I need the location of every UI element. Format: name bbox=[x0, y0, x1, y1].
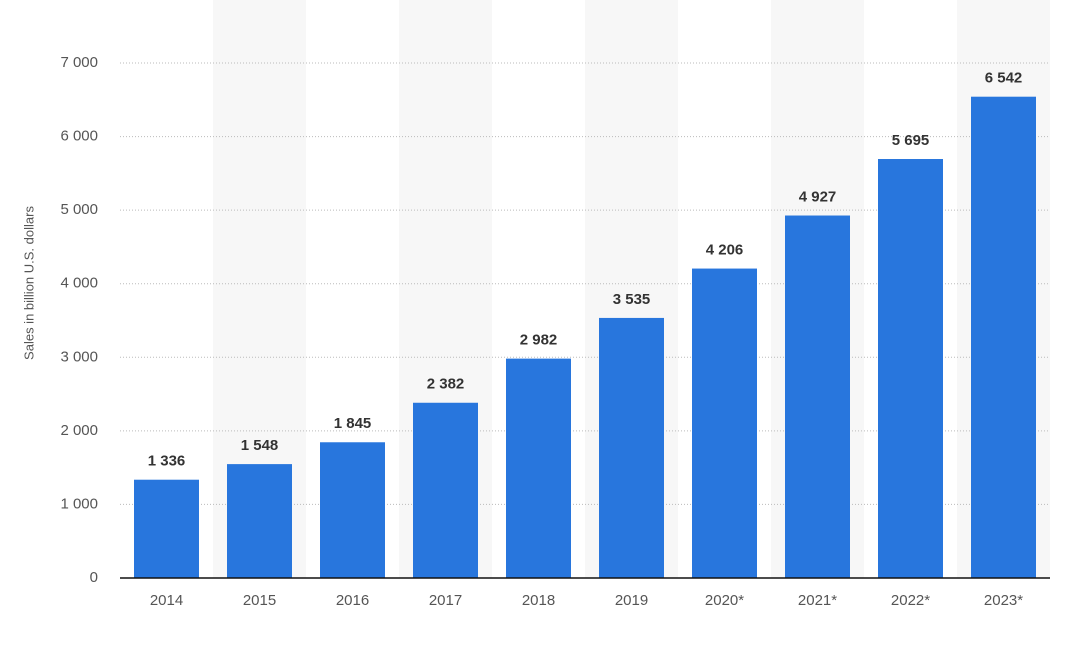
bar bbox=[971, 96, 1036, 579]
x-tick-label: 2023* bbox=[984, 592, 1023, 609]
value-label: 1 548 bbox=[241, 437, 279, 454]
bar bbox=[878, 159, 943, 578]
x-tick-label: 2022* bbox=[891, 592, 930, 609]
bar bbox=[413, 402, 478, 578]
bar bbox=[692, 268, 757, 578]
bar bbox=[785, 215, 850, 579]
value-label: 3 535 bbox=[613, 291, 651, 308]
x-tick-label: 2017 bbox=[429, 592, 462, 609]
y-tick-label: 7 000 bbox=[60, 54, 98, 71]
x-tick-label: 2021* bbox=[798, 592, 837, 609]
value-label: 6 542 bbox=[985, 70, 1023, 87]
value-label: 1 845 bbox=[334, 415, 372, 432]
bar bbox=[599, 317, 664, 578]
value-label: 4 927 bbox=[799, 188, 837, 205]
x-tick-label: 2015 bbox=[243, 592, 276, 609]
y-tick-label: 4 000 bbox=[60, 275, 98, 292]
value-label: 5 695 bbox=[892, 132, 930, 149]
bar bbox=[227, 464, 292, 578]
value-label: 1 336 bbox=[148, 453, 186, 470]
value-label: 4 206 bbox=[706, 242, 744, 259]
y-axis-label: Sales in billion U.S. dollars bbox=[21, 206, 36, 360]
y-tick-label: 6 000 bbox=[60, 128, 98, 145]
bar bbox=[320, 442, 385, 578]
x-tick-label: 2020* bbox=[705, 592, 744, 609]
y-tick-label: 3 000 bbox=[60, 348, 98, 365]
y-tick-label: 1 000 bbox=[60, 495, 98, 512]
bar bbox=[506, 358, 571, 578]
value-label: 2 982 bbox=[520, 332, 558, 349]
bar bbox=[134, 479, 199, 578]
x-tick-label: 2014 bbox=[150, 592, 183, 609]
y-tick-label: 2 000 bbox=[60, 422, 98, 439]
x-tick-label: 2019 bbox=[615, 592, 648, 609]
x-tick-label: 2018 bbox=[522, 592, 555, 609]
y-tick-label: 5 000 bbox=[60, 201, 98, 218]
x-tick-label: 2016 bbox=[336, 592, 369, 609]
value-label: 2 382 bbox=[427, 376, 465, 393]
y-tick-label: 0 bbox=[90, 569, 98, 586]
